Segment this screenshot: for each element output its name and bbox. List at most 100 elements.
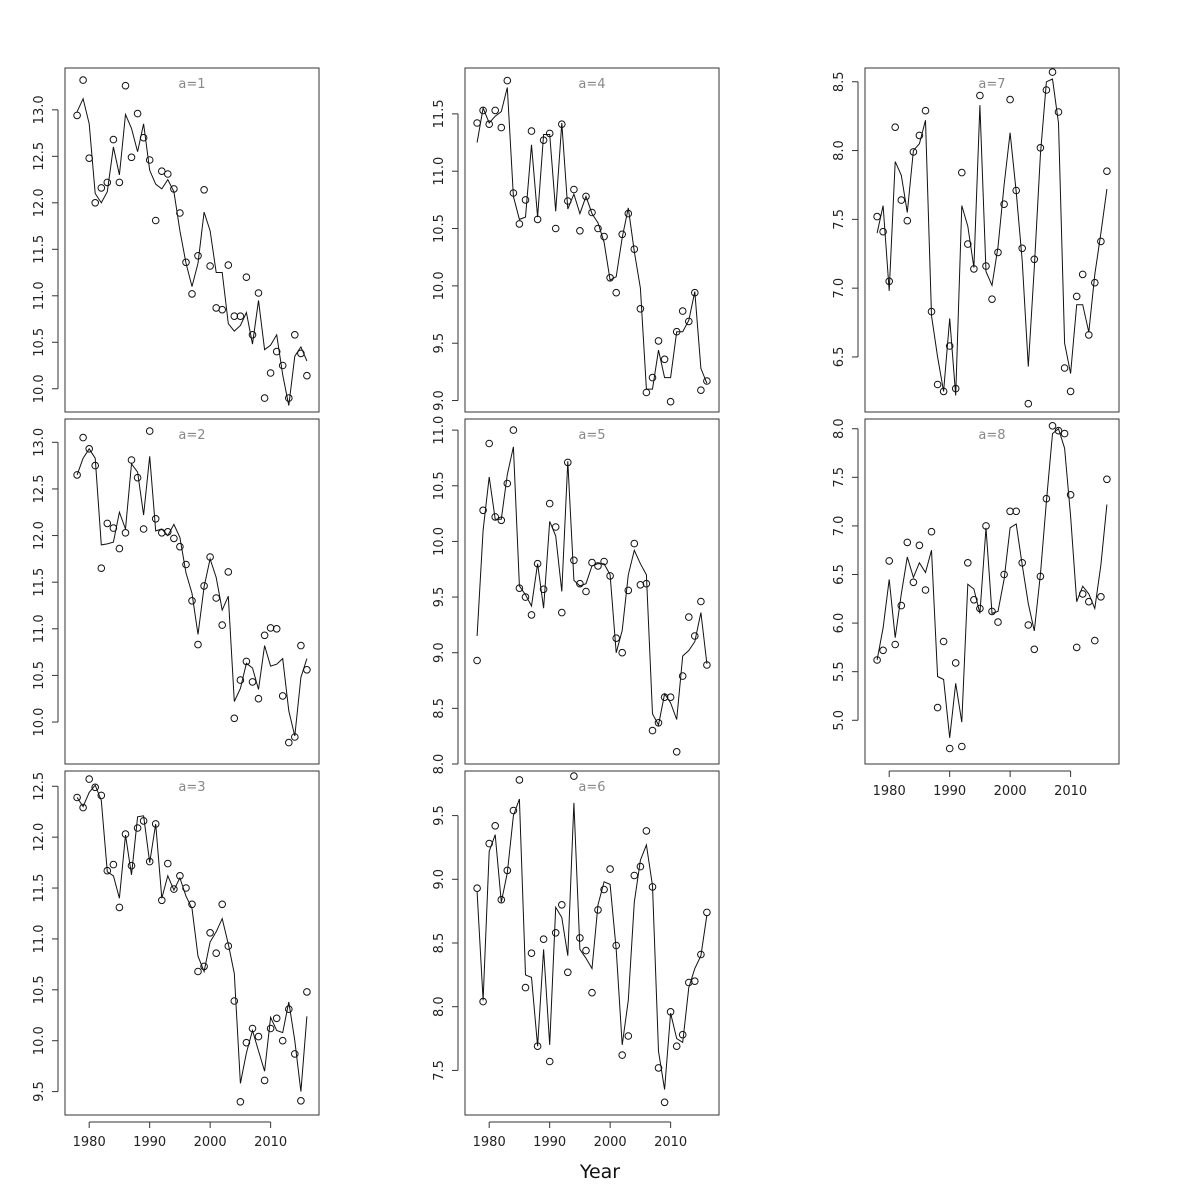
data-point xyxy=(503,479,512,488)
panel-title: a=2 xyxy=(178,428,205,443)
data-point xyxy=(145,156,154,164)
y-tick-label: 12.0 xyxy=(32,521,47,550)
data-point xyxy=(933,380,942,389)
data-point xyxy=(218,900,226,909)
data-point xyxy=(576,227,584,235)
data-point xyxy=(115,544,124,553)
data-point xyxy=(509,806,518,815)
data-point xyxy=(951,659,960,667)
y-tick-label: 5.5 xyxy=(832,661,847,682)
data-point xyxy=(558,608,566,617)
data-point xyxy=(260,394,269,402)
data-point xyxy=(1006,95,1014,104)
data-point xyxy=(115,903,124,912)
y-tick-label: 10.5 xyxy=(32,328,47,357)
data-point xyxy=(521,983,530,992)
data-point xyxy=(600,885,608,894)
data-point xyxy=(127,456,136,464)
data-point xyxy=(91,199,99,207)
plot-frame xyxy=(64,770,320,1116)
data-point xyxy=(1024,399,1033,408)
y-tick-label: 8.0 xyxy=(432,754,447,775)
data-point xyxy=(1048,422,1057,430)
y-tick-label: 11.0 xyxy=(32,281,47,310)
data-point xyxy=(272,1014,281,1023)
data-point xyxy=(121,81,130,90)
panel-4: a=4 9.0 9.5 10.0 10.5 11.0 11.5 xyxy=(432,67,720,413)
data-point xyxy=(988,295,996,304)
panel-title: a=8 xyxy=(978,428,1005,443)
data-point xyxy=(491,822,500,830)
x-tick-label: 1980 xyxy=(73,1135,106,1150)
y-tick-label: 11.0 xyxy=(32,614,47,643)
data-point xyxy=(151,515,160,523)
data-point xyxy=(133,109,142,118)
data-point xyxy=(594,224,602,233)
data-point xyxy=(127,861,136,870)
data-point xyxy=(697,950,705,959)
y-tick-label: 8.0 xyxy=(832,418,847,439)
fitted-line xyxy=(476,446,708,727)
data-point xyxy=(600,557,608,566)
data-point xyxy=(545,499,554,508)
data-point xyxy=(206,929,214,937)
data-point xyxy=(473,656,481,665)
data-point xyxy=(691,632,699,640)
data-point xyxy=(278,1036,287,1045)
data-point xyxy=(1066,491,1075,499)
y-tick-label: 12.5 xyxy=(32,772,47,801)
data-point xyxy=(945,342,954,350)
data-point xyxy=(242,273,251,282)
data-point xyxy=(551,224,560,233)
data-point xyxy=(558,901,566,909)
data-point xyxy=(618,648,627,657)
x-tick-label: 1980 xyxy=(873,784,906,799)
data-point xyxy=(703,908,711,917)
data-point xyxy=(570,185,578,194)
panel-title: a=1 xyxy=(178,77,205,92)
y-tick-label: 7.0 xyxy=(832,516,847,537)
data-point xyxy=(109,860,118,869)
data-point xyxy=(970,596,978,604)
panel-title: a=3 xyxy=(178,780,205,795)
data-point xyxy=(194,252,202,260)
data-point xyxy=(509,426,518,434)
x-tick-label: 2000 xyxy=(594,1135,627,1150)
data-point xyxy=(242,1038,251,1047)
data-point xyxy=(164,859,172,868)
data-point xyxy=(79,76,87,84)
data-point xyxy=(103,519,112,528)
data-point xyxy=(266,369,275,377)
data-point xyxy=(254,694,263,703)
fitted-line xyxy=(76,447,308,737)
x-tick-label: 2010 xyxy=(654,1135,687,1150)
data-point xyxy=(527,127,536,135)
data-point xyxy=(678,307,687,315)
data-point xyxy=(897,601,906,610)
data-point xyxy=(1091,278,1099,287)
data-point xyxy=(678,672,687,680)
y-tick-label: 9.0 xyxy=(432,642,447,663)
data-point xyxy=(1030,645,1039,654)
data-point xyxy=(254,1032,263,1041)
data-point xyxy=(127,153,136,162)
panel-title: a=4 xyxy=(578,77,605,92)
data-point xyxy=(1000,200,1008,208)
data-point xyxy=(73,793,81,802)
data-point xyxy=(248,678,257,686)
data-point xyxy=(139,525,148,533)
data-point xyxy=(176,542,184,551)
data-point xyxy=(891,123,900,131)
data-point xyxy=(1085,331,1093,339)
data-point xyxy=(1048,68,1057,76)
y-tick-label: 12.0 xyxy=(32,188,47,217)
data-point xyxy=(521,593,530,601)
data-point xyxy=(636,581,645,589)
data-point xyxy=(236,676,245,684)
plot-frame xyxy=(864,67,1120,413)
data-point xyxy=(1072,643,1081,652)
data-point xyxy=(254,289,263,297)
data-point xyxy=(97,564,106,573)
y-tick-label: 11.5 xyxy=(32,874,47,903)
data-point xyxy=(73,471,81,479)
